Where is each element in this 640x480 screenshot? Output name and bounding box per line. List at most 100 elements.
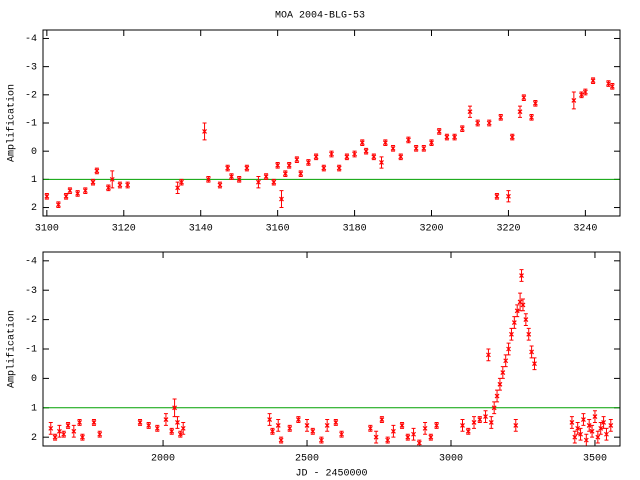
data-point — [75, 191, 81, 196]
x-tick-label: 3180 — [343, 224, 367, 235]
data-point — [90, 179, 96, 185]
data-point — [519, 273, 524, 278]
y-tick-label: 0 — [31, 374, 37, 385]
data-point — [523, 317, 529, 323]
data-point — [608, 422, 614, 428]
data-point — [278, 437, 284, 443]
x-axis-label: JD - 2450000 — [295, 469, 367, 480]
x-tick-label: 3240 — [573, 224, 597, 235]
data-point — [514, 308, 520, 314]
chart-title: MOA 2004-BLG-53 — [275, 11, 365, 22]
data-point — [179, 179, 184, 185]
data-point — [459, 126, 465, 132]
data-point — [295, 417, 301, 422]
data-point — [390, 428, 396, 434]
data-point — [509, 134, 515, 140]
data-point — [416, 440, 422, 446]
plot-frame — [42, 251, 621, 447]
data-point — [497, 381, 503, 387]
data-point — [117, 182, 123, 188]
data-point — [202, 129, 207, 134]
data-point — [485, 352, 491, 358]
data-point — [498, 114, 504, 120]
data-point — [255, 179, 261, 185]
data-point — [287, 425, 293, 431]
data-point — [63, 193, 69, 199]
data-point — [483, 414, 488, 420]
data-point — [428, 434, 434, 440]
y-axis-label: Amplification — [6, 84, 18, 162]
y-tick-label: -3 — [25, 286, 37, 297]
y-tick-label: 1 — [31, 403, 37, 414]
data-point — [180, 425, 186, 431]
data-point — [413, 145, 419, 151]
data-point — [532, 361, 537, 367]
data-point — [517, 109, 523, 115]
data-point — [324, 422, 330, 428]
data-point — [571, 98, 577, 103]
data-point — [263, 174, 269, 179]
data-point — [77, 420, 82, 425]
data-point — [336, 165, 342, 171]
data-point — [604, 431, 609, 437]
data-point — [97, 431, 103, 437]
y-tick-label: -1 — [25, 345, 37, 356]
data-point — [488, 420, 494, 425]
data-point — [244, 165, 250, 171]
data-point — [379, 417, 385, 422]
data-point — [583, 437, 589, 443]
x-tick-label: 2000 — [151, 454, 175, 465]
data-point — [344, 154, 350, 160]
data-point — [359, 140, 365, 146]
data-point — [509, 331, 514, 337]
data-point — [56, 428, 62, 434]
data-point — [318, 437, 324, 443]
data-point — [225, 165, 231, 171]
data-point — [137, 420, 143, 425]
data-point — [529, 114, 534, 120]
y-tick-label: 1 — [31, 175, 37, 186]
data-point — [601, 420, 607, 425]
data-point — [582, 89, 588, 95]
data-point — [217, 182, 223, 188]
x-tick-label: 3220 — [496, 224, 520, 235]
data-point — [177, 431, 183, 437]
data-point — [586, 422, 592, 428]
data-point — [80, 434, 85, 440]
data-point — [339, 431, 345, 437]
data-point — [363, 148, 369, 154]
data-point — [105, 185, 111, 191]
data-point — [298, 171, 304, 177]
data-point — [513, 422, 519, 428]
data-point — [67, 188, 73, 194]
data-point — [434, 422, 440, 428]
data-point — [486, 120, 492, 126]
data-point — [421, 145, 427, 151]
data-point — [61, 431, 67, 437]
data-point — [506, 193, 511, 199]
data-point — [465, 428, 471, 434]
data-point — [569, 420, 575, 425]
data-point — [511, 320, 517, 325]
data-point — [471, 420, 477, 425]
data-point — [373, 434, 379, 440]
data-point — [575, 425, 581, 431]
data-point — [333, 420, 339, 425]
data-point — [294, 157, 300, 163]
y-axis-label: Amplification — [6, 310, 18, 388]
data-point — [305, 160, 311, 165]
data-point — [205, 176, 211, 182]
x-tick-label: 3120 — [112, 224, 136, 235]
data-point — [91, 420, 97, 425]
data-point — [52, 434, 58, 440]
x-tick-label: 3200 — [420, 224, 444, 235]
data-point — [172, 405, 178, 411]
y-tick-label: 2 — [31, 433, 37, 444]
x-tick-label: 3100 — [35, 224, 59, 235]
data-point — [94, 168, 100, 174]
data-point — [494, 193, 500, 199]
data-point — [275, 162, 281, 168]
data-point — [399, 422, 405, 428]
data-point — [48, 425, 54, 431]
